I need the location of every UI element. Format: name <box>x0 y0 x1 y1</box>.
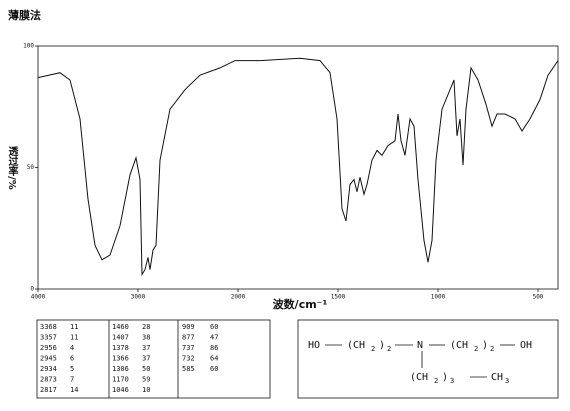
peak-transmittance: 5 <box>70 365 74 373</box>
structure-fragment: ) <box>442 372 448 383</box>
peak-wavenumber: 1170 <box>112 376 129 384</box>
peak-wavenumber: 3357 <box>40 334 57 342</box>
peak-transmittance: 37 <box>142 355 150 363</box>
peak-transmittance: 60 <box>210 365 218 373</box>
structure-fragment: N <box>417 340 423 351</box>
structure-fragment: 2 <box>371 345 375 353</box>
structure-fragment: 2 <box>490 345 494 353</box>
peak-wavenumber: 1046 <box>112 386 129 394</box>
peak-transmittance: 37 <box>142 344 150 352</box>
peak-wavenumber: 585 <box>182 365 195 373</box>
structure-fragment: HO <box>308 340 320 351</box>
peak-transmittance: 38 <box>142 334 150 342</box>
y-axis-label: 透过率/% <box>6 145 18 190</box>
peak-wavenumber: 1306 <box>112 365 129 373</box>
structure-fragment: 2 <box>474 345 478 353</box>
y-tick-label: 50 <box>27 164 35 171</box>
structure-fragment: CH <box>491 372 503 383</box>
peak-wavenumber: 2817 <box>40 386 57 394</box>
structure-fragment: 2 <box>387 345 391 353</box>
structure-fragment: (CH <box>347 340 365 351</box>
peak-wavenumber: 2873 <box>40 376 57 384</box>
peak-wavenumber: 732 <box>182 355 195 363</box>
peak-transmittance: 28 <box>142 323 150 331</box>
structure-frame <box>297 319 559 399</box>
peak-transmittance: 86 <box>210 344 218 352</box>
peak-transmittance: 11 <box>70 323 78 331</box>
peak-transmittance: 47 <box>210 334 218 342</box>
peak-wavenumber: 2956 <box>40 344 57 352</box>
peak-transmittance: 7 <box>70 376 74 384</box>
structure-fragment: (CH <box>450 340 468 351</box>
peak-transmittance: 50 <box>142 365 150 373</box>
structure-fragment: 3 <box>505 377 509 385</box>
x-tick-label: 3000 <box>131 294 146 301</box>
structure-fragment: 3 <box>450 377 454 385</box>
spectrum-line <box>37 57 559 277</box>
peak-transmittance: 4 <box>70 344 74 352</box>
x-tick-label: 4000 <box>31 294 46 301</box>
peak-wavenumber: 1460 <box>112 323 129 331</box>
structure-fragment: 2 <box>434 377 438 385</box>
chart-title: 薄膜法 <box>8 8 41 22</box>
x-tick-label: 2000 <box>231 294 246 301</box>
x-tick-label: 500 <box>533 294 544 301</box>
peak-transmittance: 64 <box>210 355 218 363</box>
peak-wavenumber: 877 <box>182 334 195 342</box>
peak-wavenumber: 909 <box>182 323 195 331</box>
peak-transmittance: 60 <box>210 323 218 331</box>
y-tick-label: 0 <box>30 286 34 293</box>
peak-wavenumber: 2945 <box>40 355 57 363</box>
structure-fragment: ) <box>482 340 488 351</box>
peak-wavenumber: 1366 <box>112 355 129 363</box>
x-axis-label: 波数/cm⁻¹ <box>273 297 328 311</box>
peak-wavenumber: 1407 <box>112 334 129 342</box>
peak-wavenumber: 737 <box>182 344 195 352</box>
peak-wavenumber: 2934 <box>40 365 57 373</box>
peak-transmittance: 14 <box>70 386 78 394</box>
x-tick-label: 1500 <box>331 294 346 301</box>
peak-transmittance: 59 <box>142 376 150 384</box>
structure-fragment: (CH <box>410 372 428 383</box>
peak-wavenumber: 3368 <box>40 323 57 331</box>
x-tick-label: 1000 <box>431 294 446 301</box>
peak-transmittance: 10 <box>142 386 150 394</box>
y-tick-label: 100 <box>23 43 34 50</box>
structure-bonds <box>325 344 515 378</box>
peak-table-frame <box>36 319 271 399</box>
peak-wavenumber: 1378 <box>112 344 129 352</box>
structure-fragment: OH <box>520 340 532 351</box>
peak-transmittance: 6 <box>70 355 74 363</box>
plot-frame <box>37 45 559 290</box>
peak-transmittance: 11 <box>70 334 78 342</box>
structure-fragment: ) <box>379 340 385 351</box>
